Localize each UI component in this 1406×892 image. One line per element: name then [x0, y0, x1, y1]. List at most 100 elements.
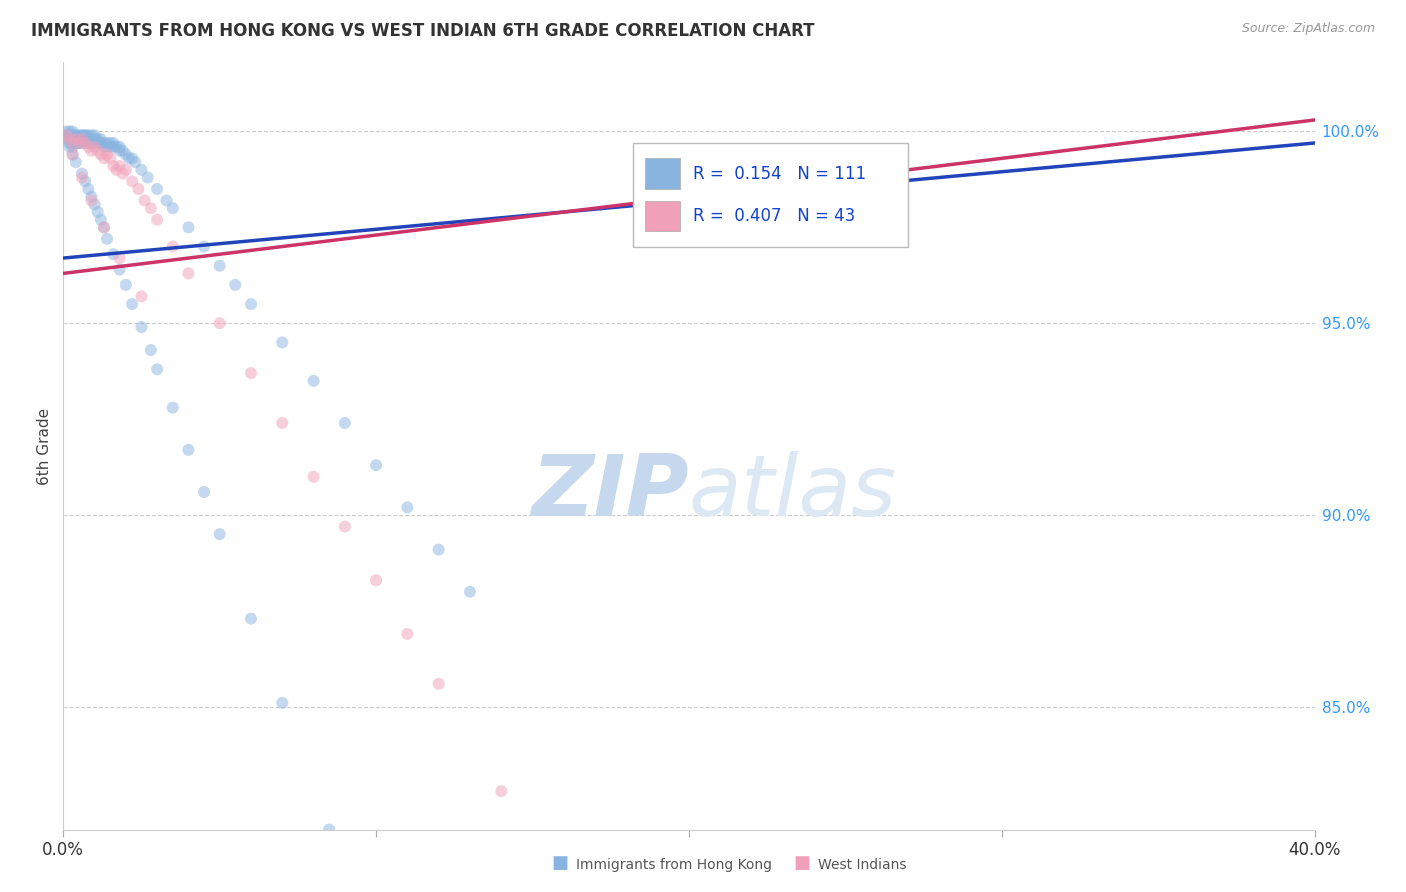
Point: [427, 542, 450, 557]
Point: [58, 132, 80, 146]
Point: [83, 136, 105, 150]
Point: [70, 170, 93, 185]
Point: [271, 335, 294, 350]
Point: [75, 136, 97, 150]
Text: Immigrants from Hong Kong: Immigrants from Hong Kong: [576, 858, 772, 872]
Point: [83, 132, 105, 146]
Point: [131, 320, 153, 334]
Point: [155, 194, 177, 208]
Point: [55, 132, 77, 146]
Point: [111, 144, 134, 158]
Point: [396, 627, 419, 641]
Point: [70, 167, 93, 181]
Point: [121, 151, 143, 165]
Point: [103, 136, 125, 150]
Point: [193, 239, 215, 253]
Point: [65, 155, 87, 169]
Point: [108, 140, 131, 154]
Point: [271, 416, 294, 430]
Point: [65, 128, 87, 143]
Point: [333, 519, 356, 533]
FancyBboxPatch shape: [633, 143, 908, 246]
Point: [108, 159, 131, 173]
Point: [177, 266, 200, 280]
Point: [131, 162, 153, 177]
Point: [77, 182, 100, 196]
Point: [96, 147, 118, 161]
Point: [177, 220, 200, 235]
Point: [77, 136, 100, 150]
Point: [396, 500, 419, 515]
Point: [302, 469, 325, 483]
Point: [98, 136, 121, 150]
Point: [103, 247, 125, 261]
Point: [80, 136, 103, 150]
Point: [62, 147, 84, 161]
Point: [103, 140, 125, 154]
Point: [70, 128, 93, 143]
Point: [427, 677, 450, 691]
Point: [86, 132, 108, 146]
Point: [118, 151, 141, 165]
Point: [75, 132, 97, 146]
Point: [239, 611, 263, 625]
Point: [98, 151, 121, 165]
Point: [162, 201, 184, 215]
Point: [65, 132, 87, 146]
Point: [98, 140, 121, 154]
Point: [62, 136, 84, 150]
Point: [80, 144, 103, 158]
Point: [90, 212, 112, 227]
Point: [67, 132, 90, 146]
Point: [108, 251, 131, 265]
Point: [271, 696, 294, 710]
FancyBboxPatch shape: [645, 158, 681, 189]
Point: [105, 140, 128, 154]
Text: R =  0.407   N = 43: R = 0.407 N = 43: [693, 207, 855, 225]
Point: [58, 128, 80, 143]
Point: [75, 136, 97, 150]
Point: [146, 362, 169, 376]
Point: [146, 212, 169, 227]
Point: [162, 401, 184, 415]
Point: [55, 124, 77, 138]
Point: [75, 174, 97, 188]
Point: [65, 132, 87, 146]
Point: [65, 128, 87, 143]
Point: [208, 527, 231, 541]
Point: [96, 140, 118, 154]
Point: [77, 132, 100, 146]
Point: [75, 128, 97, 143]
Point: [193, 485, 215, 500]
Point: [80, 194, 103, 208]
Point: [208, 259, 231, 273]
Point: [86, 144, 108, 158]
Point: [124, 155, 146, 169]
Point: [86, 205, 108, 219]
Point: [127, 182, 149, 196]
Point: [83, 128, 105, 143]
Point: [86, 136, 108, 150]
Point: [146, 182, 169, 196]
Point: [366, 573, 388, 587]
Point: [115, 162, 138, 177]
Y-axis label: 6th Grade: 6th Grade: [37, 408, 52, 484]
Point: [67, 136, 90, 150]
Point: [80, 132, 103, 146]
Text: atlas: atlas: [689, 450, 897, 533]
Text: ■: ■: [551, 855, 568, 872]
Point: [80, 189, 103, 203]
FancyBboxPatch shape: [645, 201, 681, 231]
Point: [90, 147, 112, 161]
Point: [58, 132, 80, 146]
Point: [67, 136, 90, 150]
Point: [93, 220, 115, 235]
Point: [62, 136, 84, 150]
Point: [90, 136, 112, 150]
Point: [58, 140, 80, 154]
Point: [139, 201, 162, 215]
Text: ■: ■: [793, 855, 810, 872]
Point: [333, 416, 356, 430]
Point: [58, 136, 80, 150]
Point: [366, 458, 388, 472]
